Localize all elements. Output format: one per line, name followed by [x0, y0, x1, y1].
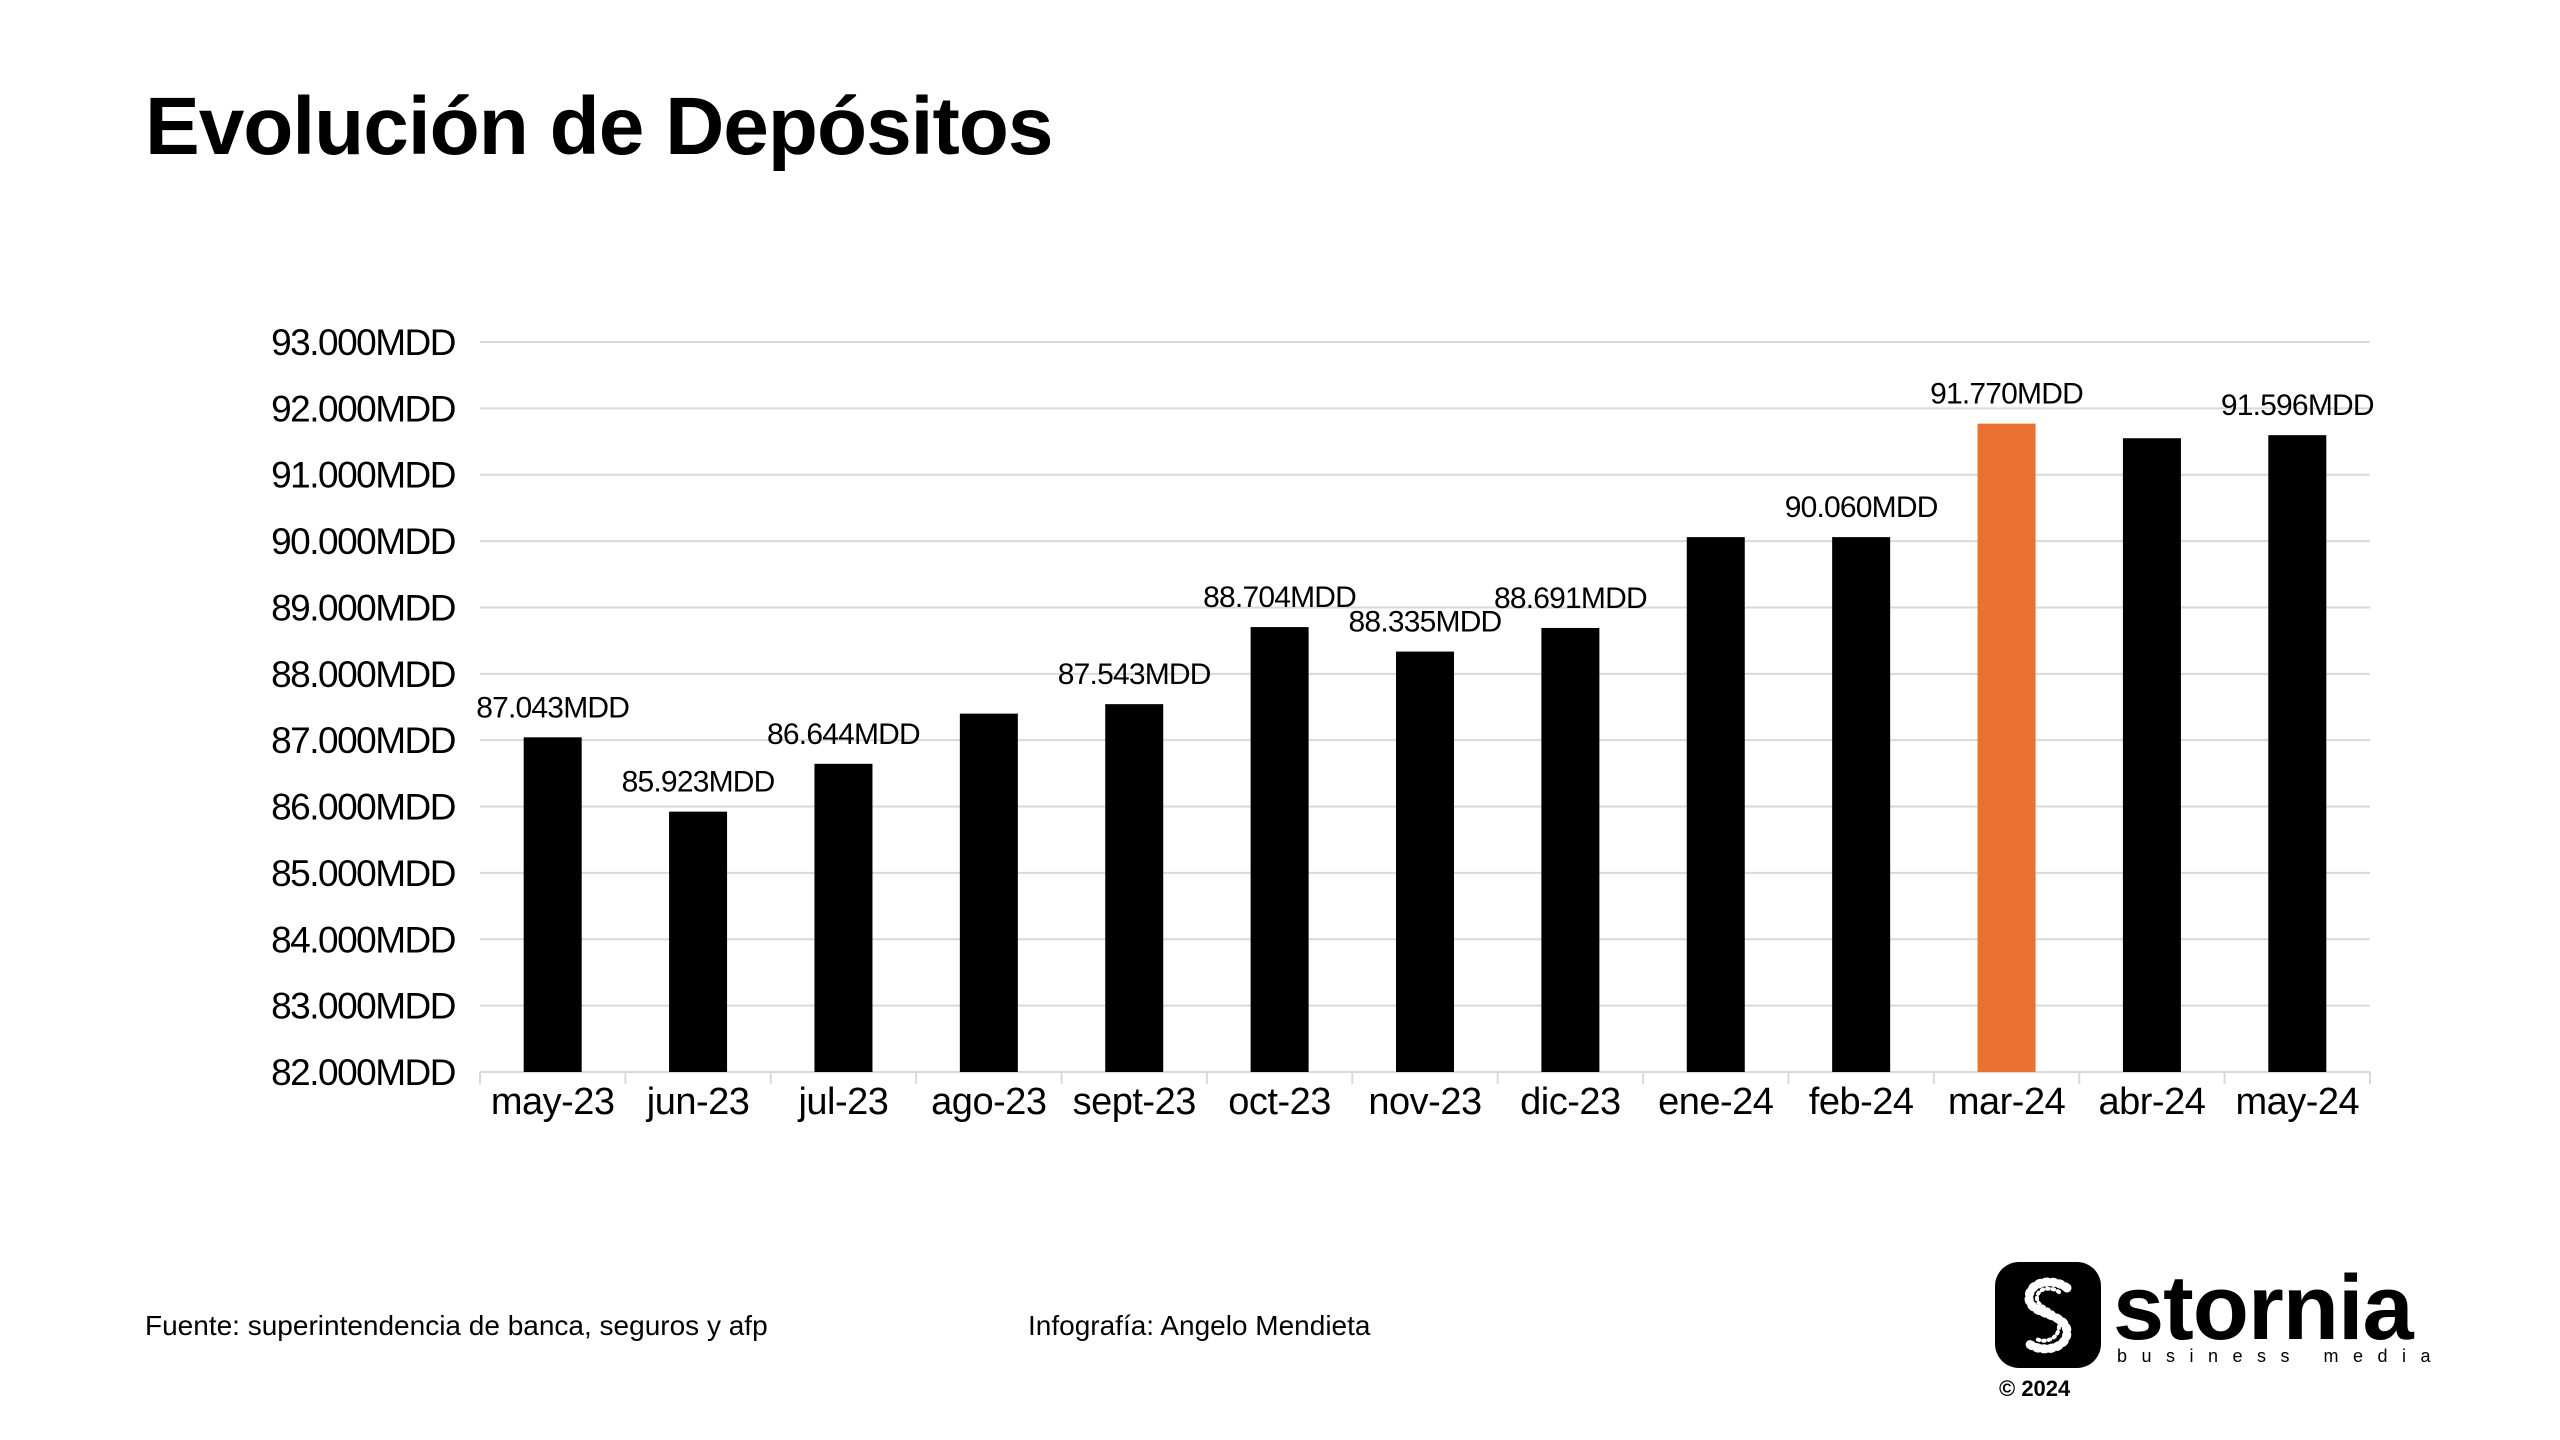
data-label: 87.043MDD	[476, 691, 629, 724]
data-labels: 87.043MDD 85.923MDD 86.644MDD 87.543MDD 88.7…	[476, 378, 2374, 799]
x-tick-label: oct-23	[1228, 1081, 1331, 1123]
data-label: 90.060MDD	[1785, 491, 1938, 524]
x-tick-label: sept-23	[1073, 1081, 1196, 1123]
data-label: 88.691MDD	[1494, 582, 1647, 615]
brand-tagline: business media	[2117, 1346, 2446, 1366]
y-tick-label: 85.000MDD	[271, 853, 455, 894]
y-tick-label: 82.000MDD	[271, 1052, 455, 1093]
bar	[1396, 651, 1454, 1072]
x-tick-label: may-24	[2235, 1081, 2359, 1123]
bar	[523, 737, 582, 1072]
data-label: 91.596MDD	[2221, 389, 2374, 422]
x-tick-label: nov-23	[1368, 1081, 1481, 1123]
data-label: 86.644MDD	[767, 718, 920, 751]
bar	[669, 811, 728, 1072]
y-tick-label: 92.000MDD	[271, 388, 455, 429]
bar	[1832, 537, 1891, 1072]
brand-logo: stornia business media © 2024	[1995, 1257, 2455, 1402]
data-label: 91.770MDD	[1930, 378, 2083, 411]
y-tick-label: 90.000MDD	[271, 521, 455, 562]
y-axis-ticks: 82.000MDD 83.000MDD 84.000MDD 85.000MDD 86.0…	[271, 322, 456, 1093]
brand-name: stornia	[2113, 1257, 2414, 1359]
x-tick-label: mar-24	[1948, 1081, 2066, 1123]
y-tick-label: 83.000MDD	[271, 986, 455, 1027]
x-tick-label: may-23	[491, 1081, 615, 1123]
x-axis-ticks: may-23 jun-23 jul-23 ago-23 sept-23 oct-23 nov…	[491, 1081, 2360, 1123]
y-tick-label: 86.000MDD	[271, 787, 455, 828]
data-label: 87.543MDD	[1058, 658, 1211, 691]
x-tick-label: dic-23	[1520, 1081, 1621, 1123]
bar	[1541, 627, 1600, 1072]
chart-title: Evolución de Depósitos	[145, 81, 1053, 172]
bar	[2268, 435, 2327, 1072]
bar	[1105, 704, 1164, 1072]
y-tick-label: 93.000MDD	[271, 322, 455, 363]
credit-note: Infografía: Angelo Mendieta	[1028, 1310, 1371, 1341]
x-tick-label: abr-24	[2099, 1081, 2206, 1123]
data-label: 88.335MDD	[1349, 606, 1502, 639]
y-tick-label: 89.000MDD	[271, 587, 455, 628]
copyright-text: © 2024	[1999, 1376, 2071, 1401]
y-tick-label: 88.000MDD	[271, 654, 455, 695]
x-tick-label: jun-23	[646, 1081, 750, 1123]
bar	[1250, 627, 1309, 1072]
stornia-s-icon	[1995, 1262, 2101, 1368]
y-tick-label: 91.000MDD	[271, 455, 455, 496]
data-label: 85.923MDD	[622, 766, 775, 799]
y-tick-label: 87.000MDD	[271, 720, 455, 761]
x-tick-label: ago-23	[931, 1081, 1046, 1123]
bar-highlighted	[1977, 423, 2036, 1072]
bar	[2122, 438, 2181, 1072]
bar	[1686, 537, 1745, 1072]
source-note: Fuente: superintendencia de banca, segur…	[145, 1310, 768, 1341]
x-tick-label: jul-23	[797, 1081, 888, 1123]
bar	[814, 763, 873, 1072]
data-label: 88.704MDD	[1203, 581, 1356, 614]
bars	[523, 423, 2327, 1072]
x-tick-label: ene-24	[1658, 1081, 1774, 1123]
bar-chart: 82.000MDD 83.000MDD 84.000MDD 85.000MDD 86.0…	[271, 322, 2375, 1123]
bar	[959, 713, 1018, 1072]
x-tick-label: feb-24	[1809, 1081, 1914, 1123]
y-tick-label: 84.000MDD	[271, 919, 455, 960]
